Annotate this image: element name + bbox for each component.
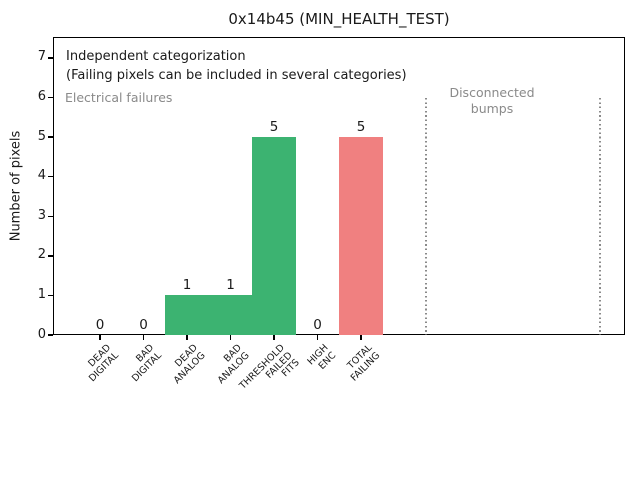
annotation-disconnected-bumps: Disconnected bumps (449, 85, 535, 116)
y-tick-label: 4 (37, 168, 46, 184)
bar-value-label: 5 (269, 119, 279, 136)
y-tick-mark (48, 215, 53, 217)
plot-area (53, 37, 625, 335)
y-tick-label: 2 (37, 247, 46, 263)
y-tick-label: 6 (37, 89, 46, 105)
y-tick-label: 5 (37, 128, 46, 144)
y-tick-mark (48, 334, 53, 336)
x-tick-mark (316, 335, 319, 340)
x-tick-mark (186, 335, 188, 340)
bar-dead-analog (165, 295, 209, 335)
region-separator-line (599, 97, 602, 335)
x-tick-label: THRESHOLD FAILED FITS (237, 342, 302, 392)
y-tick-mark (48, 175, 53, 178)
bar-value-label: 5 (356, 119, 366, 136)
annotation-failing-pixels-note: (Failing pixels can be included in sever… (66, 68, 407, 83)
bar-bad-analog (208, 295, 253, 335)
x-tick-label: BAD DIGITAL (129, 342, 164, 384)
x-tick-label: DEAD ANALOG (171, 342, 208, 386)
chart-title: 0x14b45 (MIN_HEALTH_TEST) (228, 10, 450, 28)
bar-threshold-failed-fits (252, 137, 296, 335)
x-tick-label: HIGH ENC (305, 342, 338, 372)
y-tick-label: 0 (37, 326, 46, 342)
bar-value-label: 1 (182, 277, 192, 294)
x-tick-mark (142, 335, 145, 340)
y-tick-mark (48, 57, 53, 59)
x-tick-mark (273, 335, 275, 340)
y-tick-mark (48, 136, 53, 138)
y-tick-label: 7 (37, 49, 46, 65)
y-tick-mark (48, 255, 53, 257)
bar-value-label: 0 (95, 317, 105, 333)
x-tick-label: TOTAL FAILING (344, 342, 382, 384)
x-tick-mark (99, 335, 101, 340)
annotation-independent-categorization: Independent categorization (66, 49, 246, 64)
bar-value-label: 0 (313, 317, 322, 333)
y-tick-mark (48, 294, 53, 297)
x-tick-label: DEAD DIGITAL (86, 342, 121, 384)
bar-value-label: 1 (226, 277, 235, 294)
y-tick-label: 3 (37, 207, 46, 223)
region-separator-line (425, 97, 428, 335)
y-axis-label: Number of pixels (8, 130, 24, 242)
x-tick-mark (360, 335, 362, 340)
annotation-electrical-failures: Electrical failures (65, 90, 173, 105)
bar-value-label: 0 (139, 317, 148, 333)
y-tick-mark (48, 96, 53, 99)
x-tick-mark (229, 335, 232, 340)
y-tick-label: 1 (37, 286, 46, 302)
bar-total-failing (339, 137, 383, 335)
